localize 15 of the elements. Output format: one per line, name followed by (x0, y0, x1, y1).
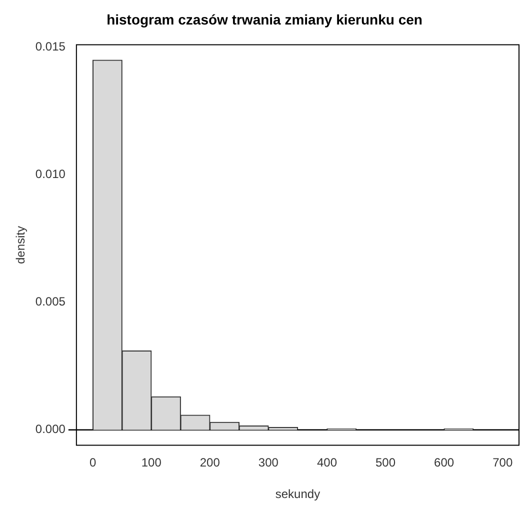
x-tick-label: 600 (434, 456, 454, 470)
x-tick-label: 100 (141, 456, 162, 470)
chart-title: histogram czasów trwania zmiany kierunku cen (106, 11, 422, 28)
y-axis-title: density (14, 226, 28, 264)
x-tick-label: 400 (316, 456, 338, 470)
x-tick-label: 700 (492, 456, 513, 470)
y-tick-label: 0.005 (35, 294, 66, 309)
y-tick-label: 0.010 (35, 167, 66, 182)
x-tick-label: 300 (258, 456, 279, 470)
x-tick-label: 200 (200, 456, 220, 470)
x-tick-label: 500 (376, 456, 396, 470)
y-tick-label: 0.015 (35, 40, 66, 54)
x-axis-title: sekundy (275, 487, 320, 502)
x-tick-label: 0 (89, 456, 96, 470)
y-tick-label: 0.000 (35, 422, 66, 436)
